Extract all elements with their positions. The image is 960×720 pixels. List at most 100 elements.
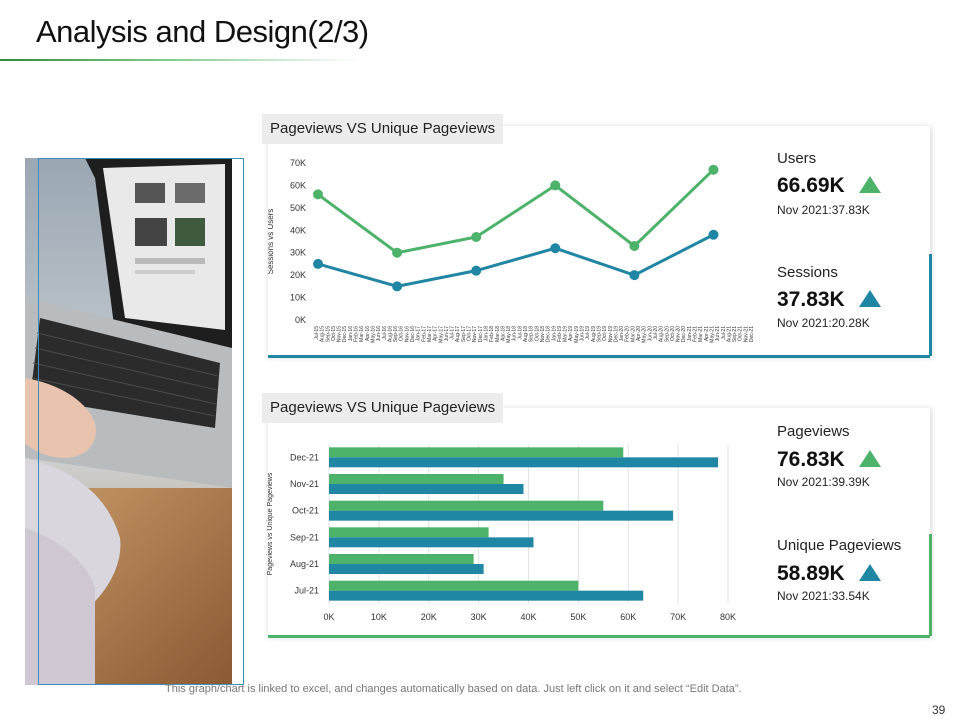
users-up-arrow-icon [859,176,881,193]
x-tick-label: Dec-19 [613,326,619,342]
sessions-kpi-label: Sessions [777,264,838,281]
x-tick-label: May-19 [574,326,580,343]
point-users [629,240,640,251]
y-tick-label: 60K [290,180,306,190]
point-sessions [313,258,323,269]
y-tick-label: 10K [290,293,306,303]
users-kpi-sub: Nov 2021:37.83K [777,203,870,217]
x-tick-label: Aug-19 [591,326,597,342]
x-tick-label: Sep-20 [664,326,670,342]
x-tick-label: Aug-18 [523,326,529,342]
category-label: Nov-21 [290,479,319,489]
line-chart: Sessions vs Users 0K 10K 20K 30K 40K 50K 60K 70K… [268,158,755,343]
footnote: This graph/chart is linked to excel, and… [165,683,742,695]
bar-unique-pageviews [329,474,504,484]
x-tick-label: Oct-18 [534,326,540,341]
x-tick-label: Sep-18 [529,326,535,342]
x-tick-label: 60K [620,612,636,622]
point-sessions [392,281,403,292]
x-tick-label: Mar-20 [630,326,636,342]
x-tick-label: Sep-19 [596,326,602,342]
x-tick-label: Feb-20 [625,326,631,342]
line-sessions [317,233,715,288]
x-tick-label: May-20 [642,326,648,343]
x-tick-label: Dec-18 [546,326,552,342]
top-panel-accent [929,254,932,356]
x-tick-label: Dec-21 [749,326,755,342]
x-tick-label: Feb-21 [693,326,699,342]
sessions-up-arrow-icon [859,290,881,307]
bar-unique-pageviews [329,580,579,591]
pageviews-kpi-value: 76.83K [777,448,845,471]
x-tick-label: Oct-16 [399,326,405,341]
x-tick-label: Jun-16 [376,326,382,342]
x-tick-label: Jan-16 [348,326,354,342]
x-tick-label: Jun-19 [580,326,586,342]
unique-pageviews-up-arrow-icon [859,564,881,581]
x-tick-label: Dec-17 [478,326,484,342]
line-users [317,168,715,255]
top-panel-tab: Pageviews VS Unique Pageviews [262,114,504,144]
x-tick-label: Oct-20 [670,326,676,341]
point-sessions [471,265,482,276]
users-kpi-label: Users [777,150,817,167]
x-tick-label: Aug-17 [455,326,461,342]
point-users [313,189,323,200]
x-tick-label: Oct-17 [467,326,473,341]
pageviews-kpi-sub: Nov 2021:39.39K [777,475,870,489]
category-label: Sep-21 [290,532,319,542]
x-tick-label: Feb-17 [421,326,427,342]
x-tick-label: Feb-19 [557,326,563,342]
x-tick-label: Jun-18 [512,326,518,342]
unique-pageviews-kpi-sub: Nov 2021:33.54K [777,589,870,603]
point-users [471,232,482,243]
x-tick-label: Apr-21 [704,326,710,341]
x-tick-label: Apr-20 [636,326,642,341]
sessions-kpi-value: 37.83K [777,288,845,311]
x-tick-label: Aug-16 [387,326,393,342]
x-tick-label: Jul-17 [450,326,456,340]
x-tick-label: Jan-18 [483,326,489,342]
sessions-kpi-sub: Nov 2021:20.28K [777,316,870,330]
point-sessions [708,229,719,240]
users-kpi-value: 66.69K [777,174,845,197]
x-tick-label: Jul-21 [721,326,727,340]
x-tick-label: Sep-21 [732,326,738,342]
x-tick-label: Aug-21 [726,326,732,342]
x-tick-label: 50K [570,612,586,622]
x-tick-label: May-21 [709,326,715,343]
bottom-panel-accent [929,534,932,636]
x-tick-label: Sep-16 [393,326,399,342]
x-tick-label: Dec-15 [342,326,348,342]
x-tick-label: 0K [323,612,334,622]
category-label: Aug-21 [290,559,319,569]
x-tick-label: Dec-20 [681,326,687,342]
x-tick-label: Nov-18 [540,326,546,342]
x-tick-label: Jul-19 [585,326,591,340]
x-tick-label: Oct-21 [738,326,744,341]
x-tick-label: May-16 [370,326,376,343]
bottom-panel-bottom-accent [268,635,930,638]
x-tick-label: Nov-19 [608,326,614,342]
x-tick-label: 30K [471,612,487,622]
x-tick-label: Jan-17 [416,326,422,342]
x-tick-label: Jul-15 [314,326,320,340]
x-tick-label: 70K [670,612,686,622]
x-tick-label: Nov-21 [743,326,749,342]
x-tick-label: Mar-19 [563,326,569,342]
bar-pageviews [329,510,674,521]
bar-pageviews [329,564,484,574]
category-label: Jul-21 [294,586,319,596]
x-tick-label: Feb-18 [489,326,495,342]
y-tick-label: 40K [290,225,306,235]
x-tick-label: Apr-16 [365,326,371,341]
x-tick-label: Jan-21 [687,326,693,342]
x-tick-label: Oct-15 [331,326,337,341]
point-sessions [550,243,561,254]
x-tick-label: Aug-20 [659,326,665,342]
pageviews-kpi-label: Pageviews [777,423,850,440]
x-tick-label: Jan-20 [619,326,625,342]
x-tick-label: Jul-16 [382,326,388,340]
x-tick-label: Aug-15 [320,326,326,342]
x-tick-label: Mar-18 [495,326,501,342]
